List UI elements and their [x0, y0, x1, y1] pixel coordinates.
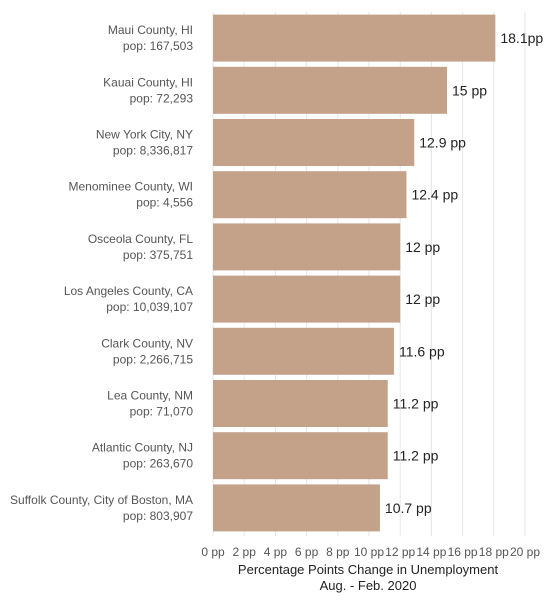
- category-label: New York City, NY pop: 8,336,817: [96, 128, 193, 158]
- category-population: pop: 167,503: [123, 39, 193, 53]
- bar-value-label: 11.6 pp: [399, 343, 445, 359]
- category-name: Suffolk County, City of Boston, MA: [10, 493, 193, 507]
- category-label: Suffolk County, City of Boston, MA pop: 8…: [10, 493, 193, 523]
- category-population: pop: 10,039,107: [106, 300, 193, 314]
- x-tick-label: 0 pp: [201, 545, 225, 559]
- bar-value-label: 11.2 pp: [393, 448, 439, 464]
- category-name: Atlantic County, NJ: [92, 441, 193, 455]
- category-population: pop: 375,751: [123, 248, 193, 262]
- category-name: Los Angeles County, CA: [64, 284, 193, 298]
- category-name: Maui County, HI: [108, 23, 193, 37]
- category-label: Clark County, NV pop: 2,266,715: [101, 336, 193, 366]
- bar-value-label: 18.1pp: [500, 30, 543, 46]
- x-axis-title: Percentage Points Change in Unemployment: [238, 562, 499, 577]
- bar-value-label: 12.4 pp: [411, 187, 458, 203]
- x-axis-ticks: 0 pp 2 pp 4 pp 6 pp 8 pp 10 pp 12 pp 14 pp 16 pp…: [201, 545, 540, 559]
- x-tick-label: 10 pp: [354, 545, 384, 559]
- category-label: Osceola County, FL pop: 375,751: [88, 232, 193, 262]
- x-tick-label: 20 pp: [510, 545, 540, 559]
- x-tick-label: 8 pp: [326, 545, 350, 559]
- bar-value-label: 15 pp: [452, 82, 487, 98]
- category-label: Kauai County, HI pop: 72,293: [103, 75, 193, 105]
- category-label: Atlantic County, NJ pop: 263,670: [92, 441, 193, 471]
- bar-value-label: 10.7 pp: [385, 500, 432, 516]
- x-tick-label: 6 pp: [295, 545, 319, 559]
- bars: [213, 14, 496, 532]
- category-name: Kauai County, HI: [103, 75, 193, 89]
- category-population: pop: 2,266,715: [113, 352, 193, 366]
- category-population: pop: 263,670: [123, 457, 193, 471]
- x-tick-label: 2 pp: [233, 545, 257, 559]
- bar: [213, 223, 401, 271]
- bar-value-label: 12.9 pp: [419, 135, 466, 151]
- category-population: pop: 8,336,817: [113, 144, 193, 158]
- category-name: Menominee County, WI: [69, 180, 194, 194]
- bar: [213, 14, 496, 62]
- category-label: Los Angeles County, CA pop: 10,039,107: [64, 284, 194, 314]
- bar: [213, 484, 380, 532]
- x-tick-label: 18 pp: [479, 545, 509, 559]
- bar: [213, 380, 388, 427]
- bar: [213, 432, 388, 480]
- category-name: Lea County, NM: [107, 389, 193, 403]
- bar: [213, 275, 401, 323]
- category-population: pop: 4,556: [136, 196, 193, 210]
- bar: [213, 327, 394, 375]
- bar: [213, 119, 415, 166]
- category-population: pop: 803,907: [123, 509, 193, 523]
- bar: [213, 66, 447, 114]
- category-name: Clark County, NV: [101, 336, 193, 350]
- x-axis-subtitle: Aug. - Feb. 2020: [320, 578, 417, 593]
- category-population: pop: 71,070: [130, 405, 194, 419]
- category-labels: Maui County, HI pop: 167,503 Kauai County,…: [10, 23, 193, 523]
- category-label: Menominee County, WI pop: 4,556: [69, 180, 194, 210]
- category-label: Maui County, HI pop: 167,503: [108, 23, 193, 53]
- bar: [213, 171, 407, 219]
- category-label: Lea County, NM pop: 71,070: [107, 389, 193, 419]
- bar-value-label: 12 pp: [405, 291, 440, 307]
- category-population: pop: 72,293: [130, 91, 194, 105]
- x-tick-label: 4 pp: [264, 545, 288, 559]
- bar-value-label: 11.2 pp: [393, 396, 439, 412]
- x-tick-label: 16 pp: [448, 545, 478, 559]
- x-tick-label: 14 pp: [416, 545, 446, 559]
- category-name: New York City, NY: [96, 128, 193, 142]
- category-name: Osceola County, FL: [88, 232, 193, 246]
- bar-value-label: 12 pp: [405, 239, 440, 255]
- value-labels: 18.1pp 15 pp 12.9 pp 12.4 pp 12 pp 12 pp 11.6 …: [385, 30, 543, 516]
- x-tick-label: 12 pp: [385, 545, 415, 559]
